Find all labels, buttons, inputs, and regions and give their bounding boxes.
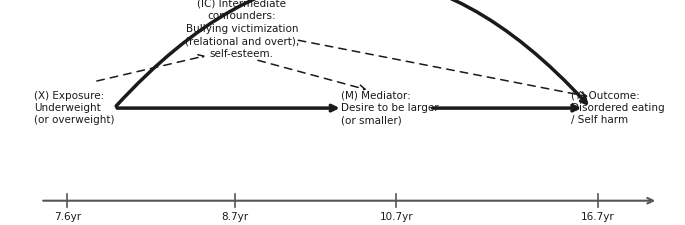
Text: 7.6yr: 7.6yr	[53, 212, 81, 222]
Text: (Y) Outcome:
Disordered eating
/ Self harm: (Y) Outcome: Disordered eating / Self ha…	[571, 91, 664, 126]
Text: (M) Mediator:
Desire to be larger
(or smaller): (M) Mediator: Desire to be larger (or sm…	[340, 91, 438, 126]
Text: 10.7yr: 10.7yr	[379, 212, 413, 222]
Text: (IC) Intermediate
confounders:
Bullying victimization
(relational and overt),
se: (IC) Intermediate confounders: Bullying …	[185, 0, 299, 58]
Text: (X) Exposure:
Underweight
(or overweight): (X) Exposure: Underweight (or overweight…	[34, 91, 114, 126]
Text: 8.7yr: 8.7yr	[221, 212, 249, 222]
Text: 16.7yr: 16.7yr	[581, 212, 614, 222]
